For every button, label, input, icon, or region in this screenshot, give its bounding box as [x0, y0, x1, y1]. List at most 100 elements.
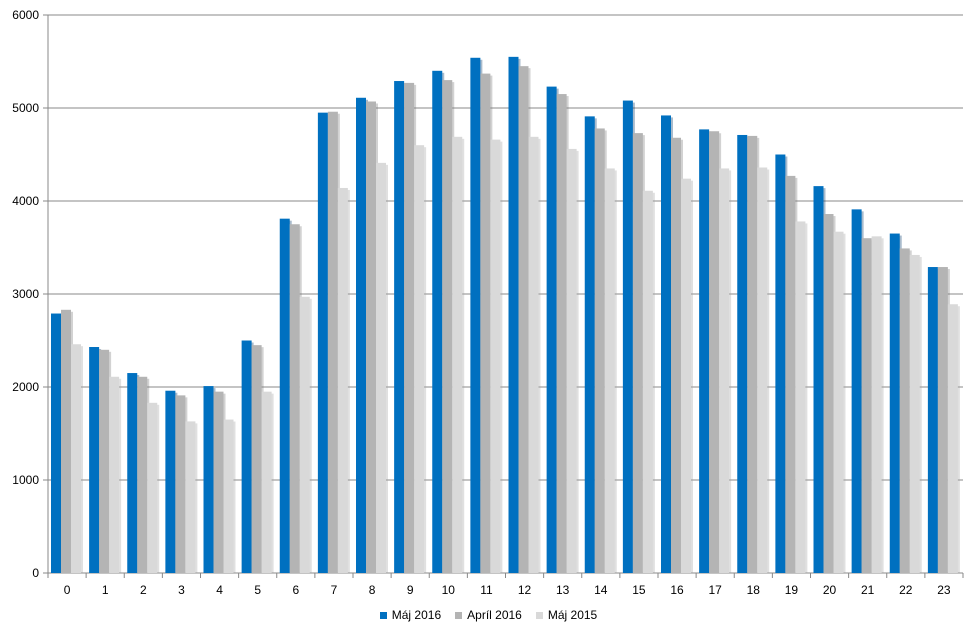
bar [622, 100, 633, 573]
bar [871, 236, 882, 573]
bar [317, 112, 328, 574]
bar [709, 131, 720, 573]
x-tick-label: 10 [442, 583, 456, 597]
bar [89, 347, 100, 573]
bar [213, 391, 224, 573]
bar [71, 344, 81, 573]
bar [241, 340, 252, 573]
x-tick-label: 18 [747, 583, 761, 597]
x-tick-label: 22 [899, 583, 913, 597]
legend-label-may-2016: Máj 2016 [391, 608, 442, 622]
bar [566, 148, 577, 574]
bar [452, 136, 463, 573]
x-tick-label: 8 [369, 583, 376, 597]
legend-swatch-april-2016 [455, 611, 463, 619]
legend-label-april-2016: Apríl 2016 [467, 608, 522, 622]
bar [632, 133, 643, 574]
bar [518, 66, 529, 574]
bar [899, 248, 910, 573]
x-tick-label: 6 [292, 583, 299, 597]
y-tick-label: 4000 [12, 194, 39, 208]
bar [851, 209, 862, 573]
x-tick-label: 13 [556, 583, 570, 597]
bar [947, 304, 958, 573]
bar [508, 56, 519, 574]
bar [366, 101, 376, 574]
y-tick-label: 2000 [12, 380, 39, 394]
x-tick-label: 9 [407, 583, 414, 597]
y-tick-label: 3000 [12, 287, 39, 301]
bar [909, 254, 920, 573]
bar [376, 162, 386, 573]
legend-item-april-2016: Apríl 2016 [455, 608, 522, 622]
bar [432, 70, 443, 574]
x-tick-label: 2 [140, 583, 147, 597]
bar [51, 313, 61, 573]
x-tick-label: 20 [823, 583, 837, 597]
bar [442, 80, 453, 573]
bar [289, 224, 300, 573]
bar [594, 128, 605, 573]
bar [556, 94, 567, 574]
bar [795, 221, 806, 573]
legend-swatch-may-2015 [535, 611, 543, 619]
x-tick-label: 19 [785, 583, 799, 597]
bar [470, 57, 481, 573]
bar [757, 167, 768, 573]
x-tick-label: 15 [632, 583, 646, 597]
bar [480, 73, 491, 573]
x-tick-label: 7 [331, 583, 338, 597]
bar [185, 421, 196, 573]
bar [833, 231, 844, 573]
bar [490, 139, 501, 573]
bar [337, 187, 348, 574]
bar [99, 349, 110, 573]
bar [719, 168, 730, 573]
bar [927, 267, 938, 573]
bar [584, 116, 595, 574]
bar [203, 386, 214, 573]
bar [175, 395, 186, 573]
bar [671, 137, 681, 573]
bar [165, 390, 176, 573]
legend-item-may-2016: Máj 2016 [379, 608, 442, 622]
bar [642, 190, 653, 573]
legend-swatch-may-2016 [379, 611, 387, 619]
bar [681, 178, 691, 573]
bar [61, 309, 71, 573]
bar [937, 267, 948, 573]
bar [404, 82, 415, 573]
bar [747, 135, 758, 573]
x-tick-label: 11 [480, 583, 493, 597]
x-tick-label: 1 [102, 583, 109, 597]
bar [737, 134, 748, 573]
x-tick-label: 5 [254, 583, 261, 597]
x-tick-label: 16 [670, 583, 684, 597]
bar [147, 402, 158, 573]
bar [223, 419, 234, 573]
bar [661, 115, 671, 573]
bar [775, 154, 786, 573]
bar [604, 168, 615, 573]
x-tick-label: 3 [178, 583, 185, 597]
bar [261, 391, 272, 573]
x-tick-label: 21 [861, 583, 875, 597]
bar [127, 373, 138, 573]
x-tick-label: 12 [518, 583, 532, 597]
bar [251, 345, 262, 573]
x-tick-label: 4 [216, 583, 223, 597]
x-tick-label: 23 [937, 583, 951, 597]
bar [394, 81, 405, 573]
y-tick-label: 0 [32, 566, 39, 580]
y-tick-label: 6000 [12, 8, 39, 22]
bar [109, 376, 120, 573]
bar [823, 214, 834, 573]
x-tick-label: 17 [709, 583, 723, 597]
bar [889, 233, 900, 574]
bar [299, 296, 310, 573]
legend-item-may-2015: Máj 2015 [535, 608, 597, 622]
bar [137, 376, 148, 573]
legend: Máj 2016 Apríl 2016 Máj 2015 [0, 608, 977, 622]
